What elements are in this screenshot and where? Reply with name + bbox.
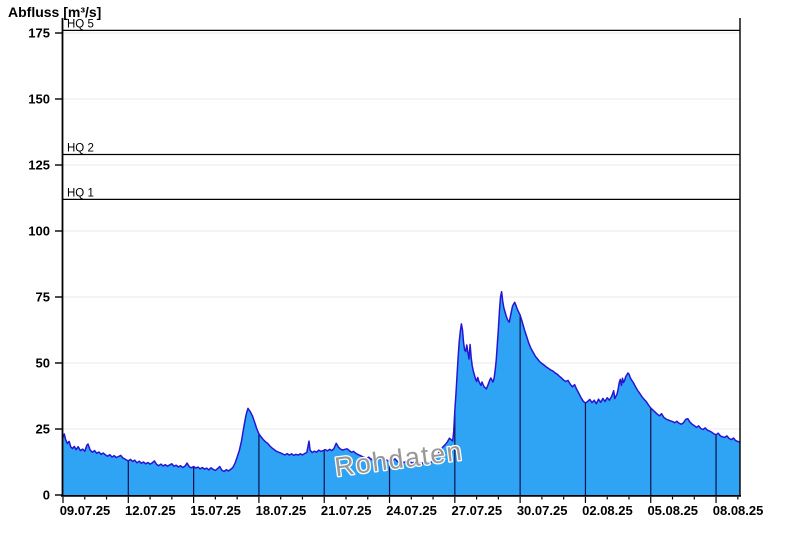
y-tick-label: 150 xyxy=(28,92,50,107)
x-tick-label: 08.08.25 xyxy=(713,503,764,518)
hq-label: HQ 1 xyxy=(67,187,94,199)
discharge-area xyxy=(63,291,740,495)
discharge-outline xyxy=(62,290,741,473)
y-tick-label: 175 xyxy=(28,26,50,41)
hq-label: HQ 5 xyxy=(67,18,94,30)
x-tick-label: 12.07.25 xyxy=(125,503,176,518)
x-tick-label: 02.08.25 xyxy=(582,503,633,518)
x-tick-label: 09.07.25 xyxy=(60,503,111,518)
y-gridlines xyxy=(63,32,740,430)
x-tick-label: 05.08.25 xyxy=(647,503,698,518)
x-tick-label: 27.07.25 xyxy=(452,503,503,518)
y-tick-label: 25 xyxy=(36,422,50,437)
x-tick-label: 21.07.25 xyxy=(321,503,372,518)
y-tick-label: 100 xyxy=(28,224,50,239)
y-tick-label: 50 xyxy=(36,356,50,371)
y-tick-label: 0 xyxy=(43,488,50,503)
x-tick-label: 15.07.25 xyxy=(190,503,241,518)
hq-label: HQ 2 xyxy=(67,142,94,154)
x-tick-label: 30.07.25 xyxy=(517,503,568,518)
y-tick-label: 125 xyxy=(28,158,50,173)
x-tick-label: 24.07.25 xyxy=(386,503,437,518)
x-tick-label: 18.07.25 xyxy=(256,503,307,518)
chart-title: Abfluss [m³/s] xyxy=(8,4,102,20)
y-tick-label: 75 xyxy=(36,290,50,305)
